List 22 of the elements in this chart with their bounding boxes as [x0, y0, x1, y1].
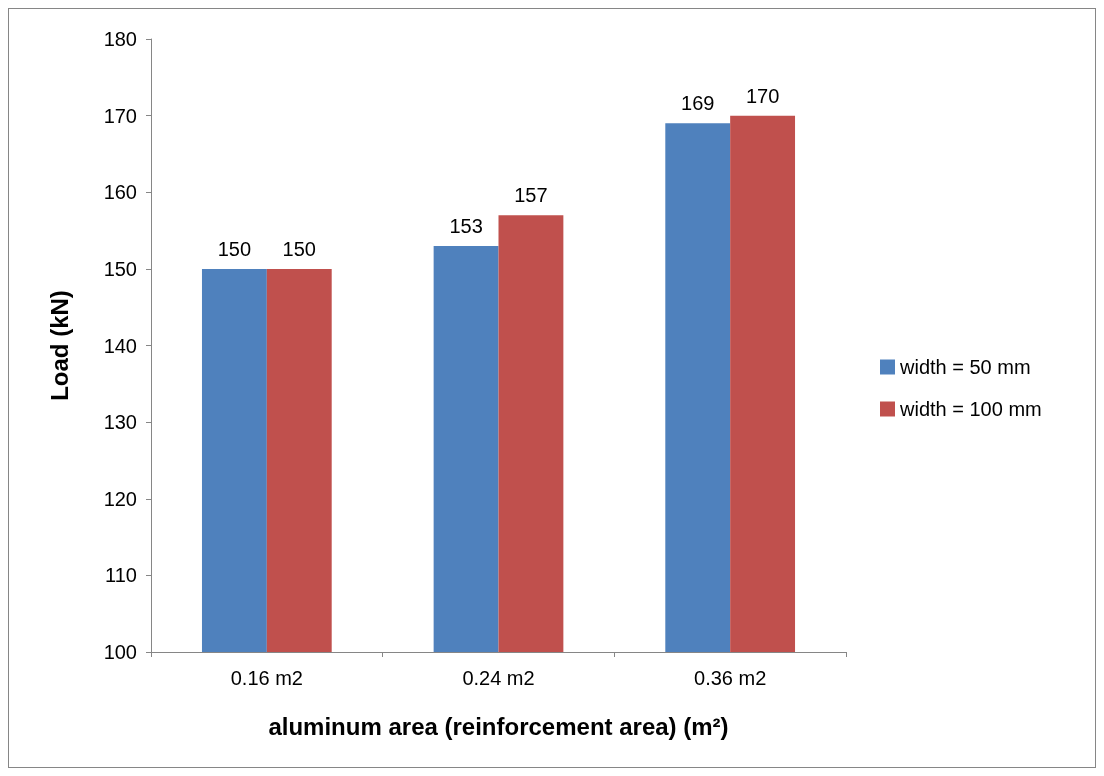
- x-tick-label: 0.24 m2: [462, 667, 535, 689]
- legend-label: width = 100 mm: [899, 398, 1042, 420]
- data-label: 153: [449, 214, 483, 237]
- y-tick-label: 120: [103, 487, 137, 510]
- x-tick-label: 0.16 m2: [230, 667, 303, 689]
- y-tick-label: 140: [103, 334, 137, 357]
- y-tick-label: 110: [105, 564, 137, 587]
- y-tick-label: 170: [103, 104, 137, 127]
- x-tick-label: 0.36 m2: [694, 667, 767, 689]
- y-axis-title: Load (kN): [45, 290, 73, 401]
- y-tick-label: 160: [103, 181, 137, 204]
- data-label: 169: [681, 92, 715, 115]
- y-tick-label: 150: [103, 257, 137, 280]
- legend-label: width = 50 mm: [899, 356, 1031, 378]
- data-label: 150: [282, 237, 316, 260]
- y-tick-label: 130: [103, 411, 137, 434]
- data-label: 150: [217, 237, 252, 260]
- data-label: 157: [514, 184, 548, 207]
- x-axis-title: aluminum area (reinforcement area) (m²): [268, 712, 729, 740]
- y-tick-label: 180: [103, 28, 137, 50]
- data-label: 170: [745, 84, 780, 107]
- y-tick-label: 100: [103, 641, 137, 663]
